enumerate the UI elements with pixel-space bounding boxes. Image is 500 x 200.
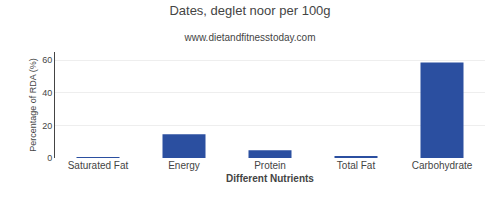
svg-text:40: 40 xyxy=(42,88,52,98)
svg-text:Saturated Fat: Saturated Fat xyxy=(68,160,129,171)
svg-text:Total Fat: Total Fat xyxy=(337,160,376,171)
svg-text:Dates, deglet noor per 100g: Dates, deglet noor per 100g xyxy=(169,3,330,18)
svg-text:Energy: Energy xyxy=(168,160,200,171)
svg-text:Percentage of RDA (%): Percentage of RDA (%) xyxy=(28,58,38,152)
svg-text:www.dietandfitnesstoday.com: www.dietandfitnesstoday.com xyxy=(184,32,316,43)
svg-text:0: 0 xyxy=(47,153,52,163)
svg-text:20: 20 xyxy=(42,121,52,131)
svg-text:Protein: Protein xyxy=(254,160,286,171)
svg-text:Different Nutrients: Different Nutrients xyxy=(226,173,314,184)
svg-text:Carbohydrate: Carbohydrate xyxy=(412,160,473,171)
svg-text:60: 60 xyxy=(42,55,52,65)
